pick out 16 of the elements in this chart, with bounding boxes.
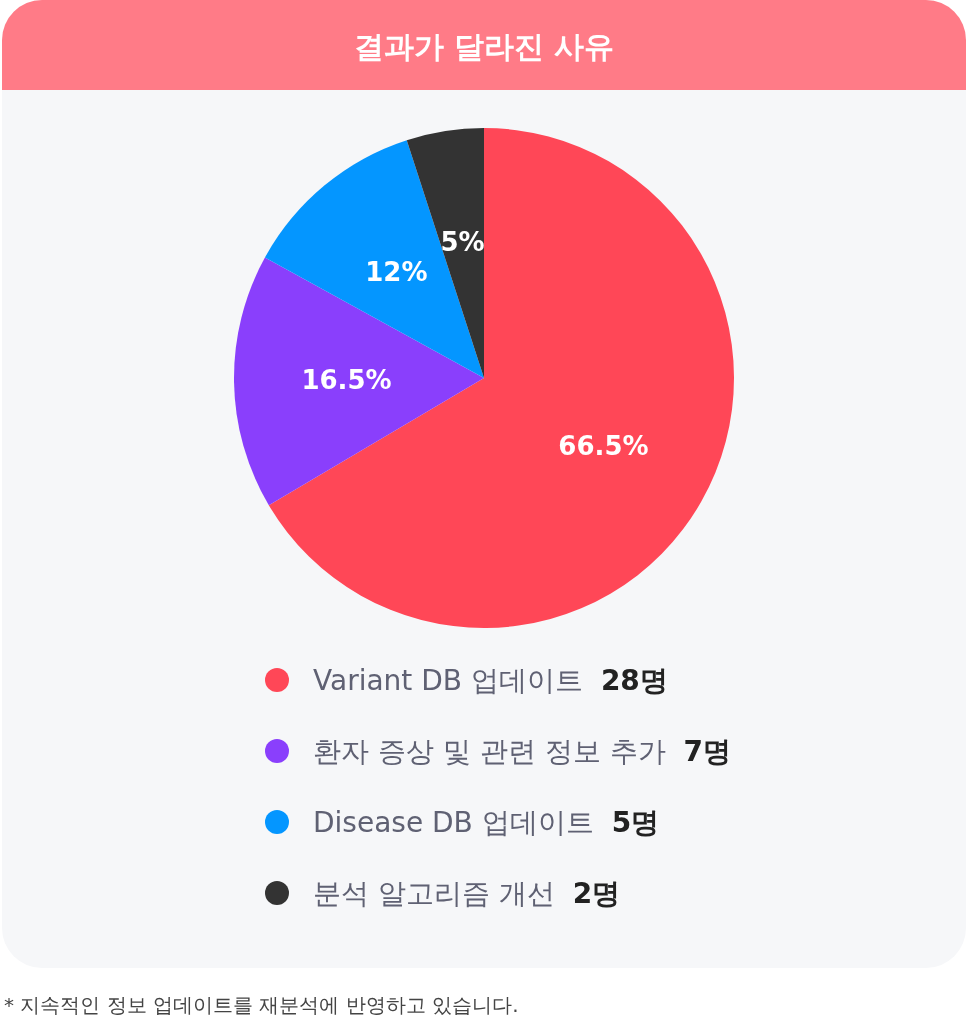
- text: * 지속적인 정보 업데이트를 재분석에 반영하고 있습니다.: [4, 993, 519, 1017]
- text: 2명: [572, 876, 621, 910]
- data-label: 66.5%: [558, 431, 649, 462]
- chart-title: 결과가 달라진 사유: [353, 28, 615, 64]
- text: 5명: [611, 805, 660, 839]
- text: 7명: [683, 734, 731, 768]
- text: 28명: [600, 663, 668, 697]
- legend-label: 환자 증상 및 관련 정보 추가: [313, 734, 666, 768]
- legend-label: Disease DB 업데이트: [313, 805, 594, 839]
- data-label: 16.5%: [301, 365, 392, 396]
- legend-label: 분석 알고리즘 개선: [313, 876, 555, 910]
- pie-slice: [268, 128, 734, 628]
- legend-label: Variant DB 업데이트: [313, 663, 583, 697]
- data-label: 5%: [440, 227, 485, 258]
- pie-slice: [234, 257, 484, 506]
- data-label: 12%: [365, 257, 428, 288]
